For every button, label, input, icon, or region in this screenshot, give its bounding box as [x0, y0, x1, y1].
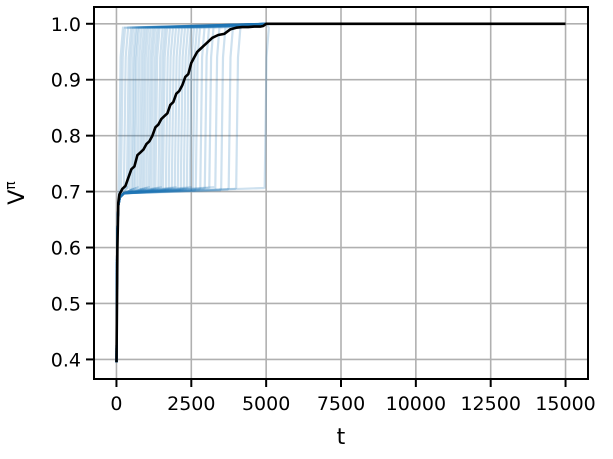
y-tick-label: 0.4: [51, 349, 81, 371]
x-tick-label: 15000: [535, 393, 595, 415]
y-axis-label: Vπ: [3, 181, 30, 205]
x-tick-label: 0: [110, 393, 122, 415]
y-axis-label-base: V: [5, 190, 30, 205]
x-tick-label: 10000: [386, 393, 446, 415]
x-tick-label: 12500: [460, 393, 520, 415]
y-tick-label: 0.7: [51, 182, 81, 204]
y-tick-label: 0.6: [51, 238, 81, 260]
x-tick-label: 5000: [242, 393, 290, 415]
y-tick-label: 0.5: [51, 293, 81, 315]
mean-line: [115, 22, 566, 363]
y-tick-label: 1.0: [51, 14, 81, 36]
x-axis-label: t: [337, 425, 346, 450]
x-tick-label: 7500: [317, 393, 365, 415]
run-lines: [115, 22, 270, 363]
x-tick-label: 2500: [167, 393, 215, 415]
y-axis-label-sup: π: [3, 181, 19, 190]
mean-line-group: [115, 22, 566, 363]
ticks: 0 2500 5000 7500 10000 12500 15000 0.4 0.5 0.6 0.7…: [51, 14, 596, 415]
y-tick-label: 0.9: [51, 70, 81, 92]
y-tick-label: 0.8: [51, 126, 81, 148]
